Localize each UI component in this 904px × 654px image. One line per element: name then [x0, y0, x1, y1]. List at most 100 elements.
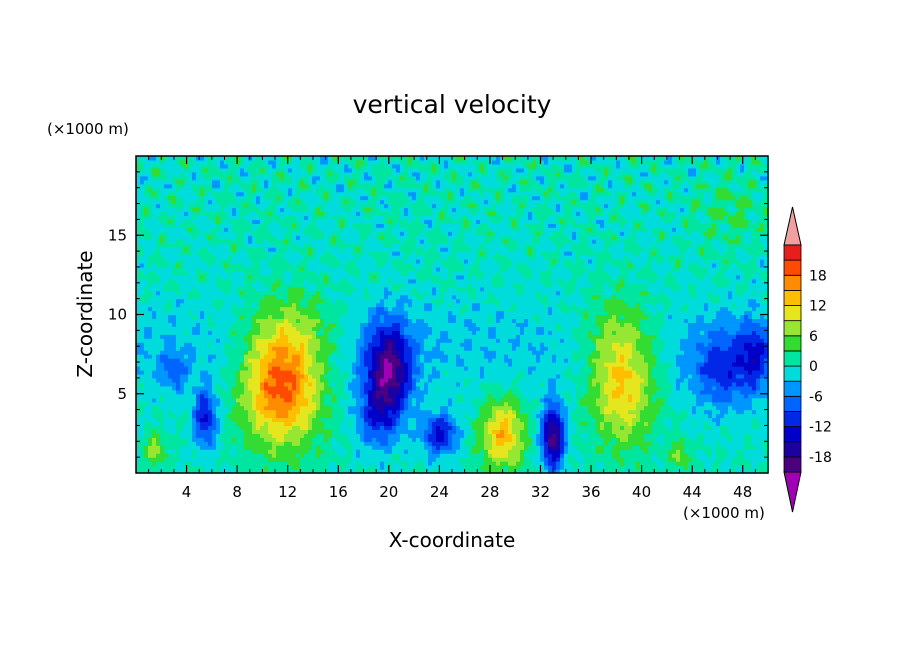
contour-cell	[204, 211, 209, 217]
contour-cell	[140, 342, 145, 347]
contour-cell	[324, 449, 329, 454]
contour-cell	[180, 433, 185, 438]
contour-cell	[228, 175, 233, 181]
contour-cell	[160, 290, 165, 296]
contour-cell	[288, 179, 293, 185]
contour-cell	[296, 437, 301, 442]
contour-cell	[356, 358, 361, 363]
contour-cell	[376, 227, 381, 232]
contour-cell	[236, 235, 241, 240]
contour-cell	[160, 171, 165, 177]
contour-cell	[244, 417, 249, 423]
contour-cell	[172, 393, 177, 399]
contour-cell	[168, 195, 173, 201]
contour-cell	[168, 235, 173, 240]
contour-cell	[344, 389, 349, 395]
contour-cell	[220, 461, 225, 466]
contour-cell	[264, 175, 269, 181]
contour-cell	[324, 421, 329, 427]
contour-cell	[332, 282, 337, 288]
contour-cell	[140, 286, 145, 292]
contour-cell	[304, 255, 309, 260]
contour-cell	[240, 171, 245, 177]
contour-cell	[324, 433, 329, 438]
contour-cell	[348, 397, 353, 403]
contour-cell	[332, 409, 337, 415]
contour-cell	[272, 270, 277, 276]
contour-cell	[324, 290, 329, 296]
contour-cell	[320, 461, 325, 466]
contour-cell	[272, 338, 277, 343]
contour-cell	[148, 298, 153, 304]
contour-cell	[360, 445, 365, 450]
contour-cell	[304, 286, 309, 292]
contour-cell	[320, 469, 325, 474]
contour-cell	[196, 425, 201, 431]
contour-cell	[284, 421, 289, 427]
contour-cell	[332, 266, 337, 272]
contour-cell	[140, 255, 145, 260]
contour-cell	[276, 219, 281, 224]
contour-cell	[196, 195, 201, 201]
contour-cell	[260, 262, 265, 268]
contour-cell	[248, 338, 253, 343]
contour-cell	[300, 445, 305, 450]
contour-cell	[224, 346, 229, 351]
contour-cell	[212, 338, 217, 343]
contour-cell	[384, 457, 389, 462]
contour-cell	[156, 175, 161, 181]
contour-cell	[380, 159, 385, 165]
contour-cell	[192, 409, 197, 415]
contour-cell	[296, 358, 301, 363]
contour-cell	[200, 239, 205, 244]
contour-cell	[236, 199, 241, 205]
contour-cell	[140, 167, 145, 173]
contour-cell	[280, 167, 285, 173]
contour-cell	[240, 306, 245, 312]
contour-cell	[184, 362, 189, 367]
contour-cell	[208, 461, 213, 466]
contour-cell	[336, 409, 341, 415]
contour-cell	[180, 298, 185, 304]
contour-cell	[288, 266, 293, 272]
contour-cell	[376, 187, 381, 193]
contour-cell	[224, 259, 229, 264]
contour-cell	[360, 326, 365, 331]
contour-cell	[192, 167, 197, 173]
contour-cell	[188, 215, 193, 220]
contour-cell	[172, 274, 177, 280]
contour-cell	[256, 465, 261, 470]
contour-cell	[164, 433, 169, 438]
contour-cell	[268, 441, 273, 446]
contour-cell	[236, 465, 241, 470]
contour-cell	[360, 397, 365, 403]
contour-cell	[156, 195, 161, 201]
contour-cell	[356, 255, 361, 260]
contour-cell	[372, 350, 377, 355]
contour-cell	[384, 338, 389, 343]
contour-cell	[184, 255, 189, 260]
contour-cell	[312, 219, 317, 224]
contour-cell	[268, 227, 273, 232]
contour-cell	[220, 441, 225, 446]
contour-cell	[288, 338, 293, 343]
contour-cell	[288, 421, 293, 427]
contour-cell	[372, 195, 377, 201]
contour-cell	[376, 413, 381, 419]
contour-cell	[308, 270, 313, 276]
contour-cell	[376, 338, 381, 343]
contour-cell	[360, 449, 365, 454]
contour-cell	[348, 441, 353, 446]
contour-cell	[356, 385, 361, 391]
contour-cell	[220, 215, 225, 220]
contour-cell	[208, 425, 213, 431]
contour-cell	[336, 445, 341, 450]
contour-plot-area	[135, 155, 769, 474]
contour-cell	[256, 310, 261, 316]
contour-cell	[260, 461, 265, 466]
contour-cell	[372, 437, 377, 442]
contour-cell	[160, 413, 165, 419]
contour-cell	[376, 163, 381, 169]
contour-cell	[216, 369, 221, 375]
contour-cell	[160, 429, 165, 434]
